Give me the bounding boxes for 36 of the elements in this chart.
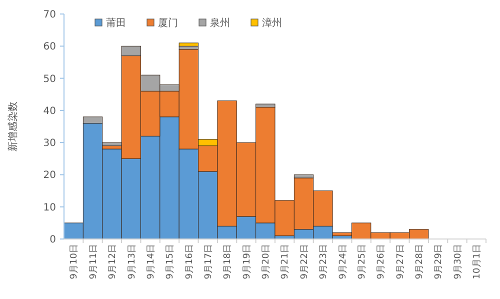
legend-label: 厦门 bbox=[158, 17, 178, 29]
y-tick-label: 70 bbox=[43, 10, 56, 20]
x-tick-label: 9月13日 bbox=[127, 244, 138, 280]
y-tick-label: 60 bbox=[43, 42, 56, 53]
y-tick-label: 30 bbox=[43, 138, 56, 150]
x-tick-label: 9月24日 bbox=[338, 244, 348, 280]
x-tick-label: 9月17日 bbox=[204, 244, 214, 280]
x-tick-label: 10月1日 bbox=[472, 244, 483, 280]
x-tick-label: 9月10日 bbox=[70, 244, 80, 280]
x-tick-label: 9月14日 bbox=[146, 244, 156, 280]
legend-label: 泉州 bbox=[210, 17, 230, 29]
y-tick-label: 0 bbox=[50, 234, 56, 246]
y-tick-label: 10 bbox=[43, 202, 56, 214]
x-tick-label: 9月22日 bbox=[300, 244, 310, 280]
x-tick-label: 9月21日 bbox=[280, 244, 291, 280]
y-axis-title: 新增感染数 bbox=[7, 102, 19, 152]
x-tick-label: 9月30日 bbox=[453, 244, 464, 280]
x-tick-label: 9月25日 bbox=[357, 244, 368, 280]
y-tick-label: 20 bbox=[43, 170, 56, 182]
legend-label: 莆田 bbox=[106, 17, 126, 29]
x-tick-label: 9月15日 bbox=[166, 244, 176, 280]
x-tick-label: 9月28日 bbox=[415, 244, 426, 280]
x-tick-label: 9月18日 bbox=[223, 244, 234, 280]
x-tick-label: 9月23日 bbox=[319, 244, 330, 280]
x-tick-label: 9月12日 bbox=[108, 244, 118, 280]
x-tick-label: 9月29日 bbox=[434, 244, 444, 280]
x-tick-label: 9月27日 bbox=[396, 244, 406, 280]
legend-label: 漳州 bbox=[262, 17, 282, 29]
y-tick-label: 50 bbox=[43, 74, 56, 85]
x-tick-label: 9月11日 bbox=[88, 244, 99, 280]
x-tick-label: 9月19日 bbox=[242, 244, 252, 280]
x-tick-label: 9月20日 bbox=[262, 244, 272, 280]
x-tick-label: 9月26日 bbox=[376, 244, 387, 280]
bar bbox=[178, 42, 199, 46]
y-tick-label: 40 bbox=[43, 106, 56, 117]
x-tick-label: 9月16日 bbox=[184, 244, 195, 280]
